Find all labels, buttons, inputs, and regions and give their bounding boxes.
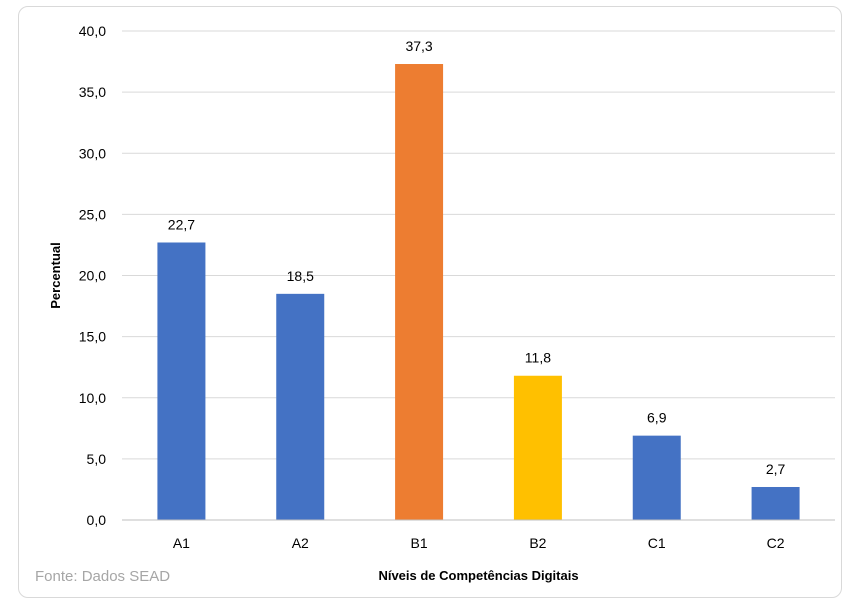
y-tick-label: 30,0	[79, 145, 106, 161]
x-tick-label-a1: A1	[173, 535, 190, 551]
gridlines	[122, 30, 835, 460]
y-tick-label: 15,0	[79, 329, 106, 345]
source-note: Fonte: Dados SEAD	[35, 568, 171, 585]
x-tick-label-c2: C2	[767, 535, 785, 551]
bar-b2	[513, 375, 562, 520]
x-axis-ticks: A1 A2 B1 B2 C1 C2	[173, 535, 785, 551]
y-axis-ticks: 0,0 5,0 10,0 15,0 20,0 25,0 30,0 35,0 40,0	[79, 23, 106, 528]
data-label-a1: 22,7	[168, 216, 195, 232]
x-tick-label-b2: B2	[529, 535, 546, 551]
data-label-a2: 18,5	[287, 268, 314, 284]
bar-c1	[632, 435, 681, 520]
data-label-c1: 6,9	[647, 410, 667, 426]
y-tick-label: 40,0	[79, 23, 106, 39]
data-label-c2: 2,7	[766, 461, 786, 477]
data-label-b2: 11,8	[525, 350, 551, 366]
y-tick-label: 20,0	[79, 268, 106, 284]
bar-b1	[395, 64, 444, 520]
y-tick-label: 0,0	[87, 512, 107, 528]
x-axis-title: Níveis de Competências Digitais	[378, 568, 578, 583]
bar-a2	[276, 293, 325, 520]
x-tick-label-c1: C1	[648, 535, 666, 551]
bar-c2	[751, 486, 800, 520]
y-tick-label: 25,0	[79, 206, 106, 222]
x-tick-label-b1: B1	[411, 535, 428, 551]
y-tick-label: 35,0	[79, 84, 106, 100]
data-label-b1: 37,3	[405, 38, 432, 54]
x-tick-label-a2: A2	[292, 535, 309, 551]
bars	[157, 64, 800, 520]
bar-a1	[157, 242, 206, 520]
y-tick-label: 10,0	[79, 390, 106, 406]
data-labels: 22,7 18,5 37,3 11,8 6,9 2,7	[168, 38, 786, 477]
y-axis-title: Percentual	[48, 242, 63, 308]
y-tick-label: 5,0	[87, 451, 107, 467]
